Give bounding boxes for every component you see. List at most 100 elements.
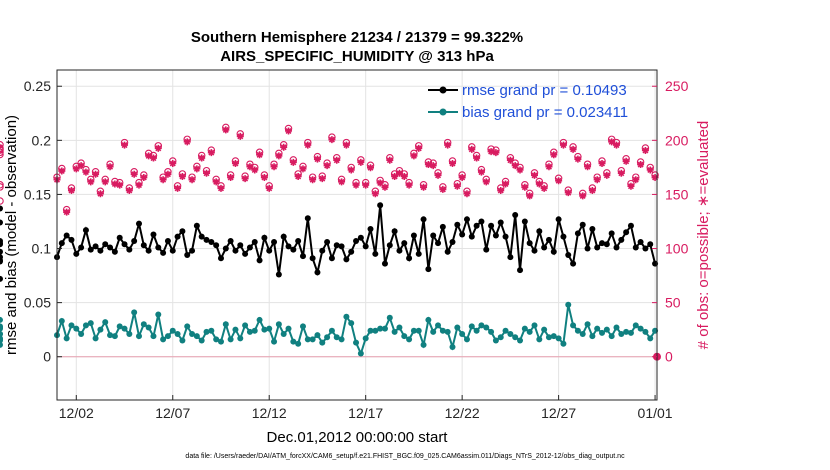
rmse-point [637, 239, 644, 246]
bias-point [536, 336, 543, 343]
rmse-point [362, 243, 369, 250]
obs-evaluated-point [376, 179, 384, 187]
legend-label: bias grand pr = 0.023411 [462, 104, 628, 121]
obs-evaluated-point [183, 138, 191, 146]
rmse-point [642, 245, 649, 252]
bias-point [521, 325, 528, 332]
rmse-point [623, 229, 630, 236]
rmse-point [314, 269, 321, 276]
obs-evaluated-point [289, 158, 297, 166]
rmse-point [541, 244, 548, 251]
obs-evaluated-point [530, 171, 538, 179]
obs-evaluated-point [506, 156, 514, 164]
bias-point [396, 324, 403, 331]
rmse-point [521, 218, 528, 225]
rmse-point [613, 244, 620, 251]
rmse-point [92, 243, 99, 250]
bias-point [198, 337, 205, 344]
obs-evaluated-point [444, 141, 452, 149]
bias-point [0, 325, 3, 332]
obs-evaluated-point [294, 172, 302, 180]
bias-point [275, 321, 282, 328]
obs-evaluated-point [550, 151, 558, 159]
y-axis-label-right: # of obs: o=possible; ∗=evaluated [695, 121, 712, 350]
obs-evaluated-point [58, 167, 66, 175]
obs-evaluated-point [352, 181, 360, 189]
bias-point [478, 322, 485, 329]
rmse-point [627, 222, 634, 229]
bias-point [526, 328, 533, 335]
bias-point [213, 336, 220, 343]
bias-point [0, 336, 3, 343]
bias-point [299, 323, 306, 330]
obs-evaluated-point [622, 157, 630, 165]
bias-point [63, 335, 70, 342]
obs-evaluated-point [323, 162, 331, 170]
rmse-point [299, 253, 306, 260]
x-tick-label: 01/01 [638, 405, 673, 421]
rmse-point [0, 237, 3, 244]
obs-evaluated-point [256, 151, 264, 159]
y-right-tick-label: 50 [665, 295, 681, 311]
obs-evaluated-point [521, 183, 529, 191]
rmse-point [410, 232, 417, 239]
rmse-point [256, 257, 263, 264]
obs-evaluated-point [207, 149, 215, 157]
obs-evaluated-point [125, 187, 133, 195]
plot-frame [56, 69, 658, 401]
obs-possible-point [0, 183, 4, 191]
rmse-point [560, 233, 567, 240]
obs-evaluated-point [260, 174, 268, 182]
rmse-point [507, 254, 514, 261]
rmse-point [406, 255, 413, 262]
rmse-point [126, 246, 133, 253]
obs-evaluated-point [545, 163, 553, 171]
obs-evaluated-point [164, 170, 172, 178]
bias-point [179, 337, 186, 344]
rmse-point [454, 221, 461, 228]
obs-count-series [0, 124, 661, 361]
obs-evaluated-point [612, 141, 620, 149]
x-tick-label: 12/07 [155, 405, 190, 421]
obs-evaluated-point [473, 154, 481, 162]
bias-point [420, 341, 427, 348]
obs-evaluated-point [72, 165, 80, 173]
bias-point [232, 326, 239, 333]
obs-evaluated-point [434, 171, 442, 179]
obs-evaluated-point [410, 152, 418, 160]
obs-evaluated-point [367, 164, 375, 172]
rmse-point [295, 237, 302, 244]
obs-evaluated-point [555, 177, 563, 185]
obs-evaluated-point [482, 178, 490, 186]
rmse-point [58, 240, 65, 247]
obs-evaluated-point [458, 174, 466, 182]
rmse-point [492, 232, 499, 239]
obs-evaluated-point [598, 159, 606, 167]
x-tick-label: 12/22 [445, 405, 480, 421]
obs-possible-point [0, 150, 4, 159]
rmse-point [213, 242, 220, 249]
bias-point [507, 331, 514, 337]
bias-point [570, 322, 577, 329]
rmse-point [145, 247, 152, 254]
obs-evaluated-point [193, 165, 201, 173]
rmse-point [608, 230, 615, 237]
bias-point [251, 327, 258, 334]
bias-point [135, 333, 142, 340]
rmse-point [574, 230, 581, 237]
obs-evaluated-point [637, 161, 645, 169]
bias-point [121, 325, 128, 332]
bias-point [579, 331, 586, 337]
rmse-point [415, 250, 422, 257]
obs-evaluated-point [280, 143, 288, 151]
bias-point [227, 336, 234, 343]
obs-evaluated-point [328, 136, 336, 144]
obs-evaluated-point [381, 183, 389, 191]
bias-point [627, 329, 634, 336]
bias-point [386, 314, 393, 321]
rmse-point [169, 247, 176, 254]
bias-point [271, 338, 278, 345]
obs-evaluated-point [265, 184, 273, 192]
bias-point [338, 336, 345, 343]
bias-point [444, 328, 451, 335]
